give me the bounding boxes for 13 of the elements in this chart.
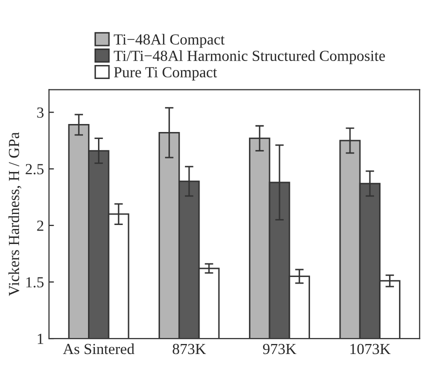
legend-label: Ti−48Al Compact (114, 34, 225, 48)
legend-label: Ti/Ti−48Al Harmonic Structured Composite (114, 50, 385, 64)
x-tick-label: 873K (172, 344, 206, 354)
x-tick-label: 1073K (350, 344, 391, 354)
y-tick-label: 2 (37, 220, 44, 231)
y-tick-label: 2.5 (26, 164, 44, 174)
y-axis-title: Vickers Hardness, H / GPa (8, 132, 22, 296)
y-tick-label: 1.5 (26, 277, 44, 288)
x-tick-label: 973K (263, 344, 296, 354)
y-tick-label: 1 (38, 334, 44, 344)
legend-label: Pure Ti Compact (114, 67, 218, 81)
y-tick-label: 3 (37, 107, 44, 118)
x-tick-label: As Sintered (63, 343, 134, 354)
